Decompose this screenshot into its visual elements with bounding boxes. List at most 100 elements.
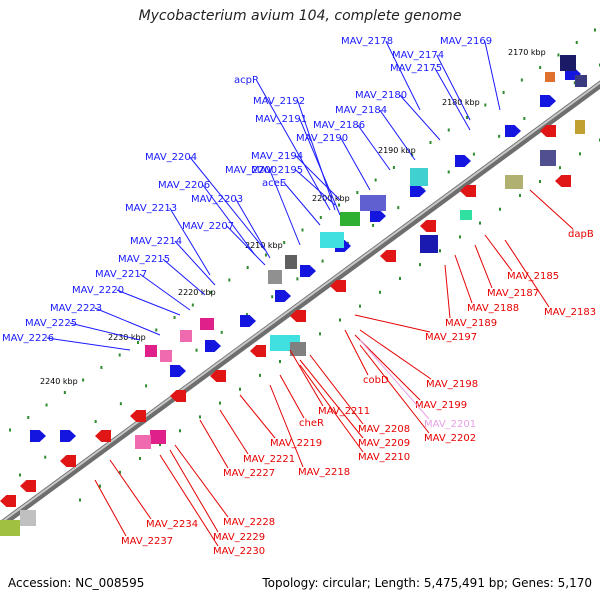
backbone-tick-dot (472, 152, 475, 156)
gene-label: MAV_2195 (251, 165, 303, 176)
violet-block (360, 195, 386, 211)
gene-label-leader (484, 234, 513, 272)
gene-label-leader (385, 40, 421, 111)
cyan-block (320, 232, 344, 248)
gene-label: MAV_2213 (125, 203, 177, 214)
gene-label: dapB (568, 229, 594, 240)
amber-block (575, 120, 585, 134)
map-title: Mycobacterium avium 104, complete genome (138, 8, 462, 24)
gene-label-leader (94, 479, 127, 537)
gene-label: MAV_2211 (318, 406, 370, 417)
genome-backbone (0, 80, 600, 530)
magenta-block (145, 345, 157, 357)
outer-tick-dot (429, 141, 432, 144)
gene-label: MAV_2199 (415, 400, 467, 411)
outer-tick-dot (228, 278, 231, 282)
gene-label: MAV_2204 (145, 152, 197, 163)
gene-label: MAV_2234 (146, 519, 198, 530)
gene-label-leader (269, 169, 301, 246)
backbone-tick-dot (271, 295, 274, 299)
backbone-tick-dot (523, 116, 526, 120)
reverse-gene-arrow (330, 280, 346, 292)
outer-tick-dot (63, 391, 66, 394)
gene-label-leader (436, 54, 471, 121)
outer-tick-dot (9, 428, 11, 432)
outer-tick-dot (356, 191, 359, 194)
reverse-gene-arrow (540, 125, 556, 137)
outer-tick-dot (411, 153, 414, 157)
outer-tick-dot (502, 91, 505, 94)
gene-label-leader (116, 289, 181, 316)
outer-tick-dot (155, 328, 158, 332)
forward-gene-arrow (370, 210, 386, 222)
reverse-gene-arrow (250, 345, 266, 357)
outer-tick-dot (466, 116, 469, 119)
inner-tick-dot (559, 166, 561, 170)
gene-label: MAV_2184 (335, 105, 387, 116)
outer-tick-dot (575, 41, 578, 44)
inner-tick-dot (479, 221, 481, 225)
gene-label-leader (174, 444, 229, 518)
outer-tick-dot (594, 28, 596, 32)
gene-label-leader (297, 100, 336, 211)
gene-label: MAV_2207 (182, 221, 234, 232)
forward-gene-arrow (505, 125, 521, 137)
outer-tick-dot (100, 366, 103, 369)
gene-label-leader (399, 94, 441, 141)
backbone-tick-dot (372, 223, 375, 227)
outer-tick-dot (557, 53, 560, 57)
reverse-gene-arrow (60, 455, 76, 467)
backbone-tick-dot (245, 313, 248, 317)
outer-tick-dot (118, 353, 121, 357)
kbp-tick-label: 2210 kbp (245, 241, 283, 250)
forward-gene-arrow (455, 155, 471, 167)
gene-label: MAV_2190 (296, 133, 348, 144)
gene-label-leader (299, 118, 341, 216)
gene-label-leader (504, 239, 550, 308)
gene-label: MAV_2220 (72, 285, 124, 296)
outer-tick-dot (82, 378, 85, 382)
outer-tick-dot (484, 103, 487, 107)
inner-tick-dot (419, 263, 421, 267)
inner-tick-dot (139, 456, 141, 460)
gene-label-leader (295, 155, 341, 201)
forward-gene-arrow (30, 430, 46, 442)
gene-label: MAV_2203 (191, 194, 243, 205)
blue-block (420, 235, 438, 253)
outer-tick-dot (45, 403, 48, 407)
gene-label-leader (299, 364, 364, 453)
backbone-group (0, 80, 600, 530)
gene-label-leader (309, 354, 364, 425)
reverse-gene-arrow (420, 220, 436, 232)
reverse-gene-arrow (380, 250, 396, 262)
reverse-gene-arrow (170, 390, 186, 402)
gray-block (20, 510, 36, 526)
backbone-tick-dot (119, 402, 122, 406)
gene-label-leader (169, 207, 211, 276)
gene-label-leader (162, 258, 206, 296)
gene-label: MAV_2214 (130, 236, 182, 247)
forward-gene-arrow (540, 95, 556, 107)
gene-label-leader (299, 359, 364, 439)
inner-tick-dot (119, 470, 121, 474)
gene-label-leader (269, 384, 304, 468)
gene-label: MAV_2198 (426, 379, 478, 390)
gene-features (0, 55, 587, 536)
gene-label: MAV_2175 (390, 63, 442, 74)
olive-green-block (0, 520, 20, 536)
gene-label: cheR (299, 418, 324, 429)
magenta-block (150, 430, 166, 444)
inner-tick-dot (259, 373, 261, 377)
forward-gene-arrow (275, 290, 291, 302)
gene-label-leader (379, 109, 416, 161)
backbone-tick-dot (498, 134, 501, 138)
gene-label-leader (484, 40, 501, 111)
gene-label: MAV_2221 (243, 454, 295, 465)
pink-block (135, 435, 151, 449)
forward-gene-arrow (240, 315, 256, 327)
gene-label: MAV_2229 (213, 532, 265, 543)
outer-tick-dot (319, 216, 322, 219)
magenta-block (200, 318, 214, 330)
gene-label-leader (474, 244, 493, 289)
